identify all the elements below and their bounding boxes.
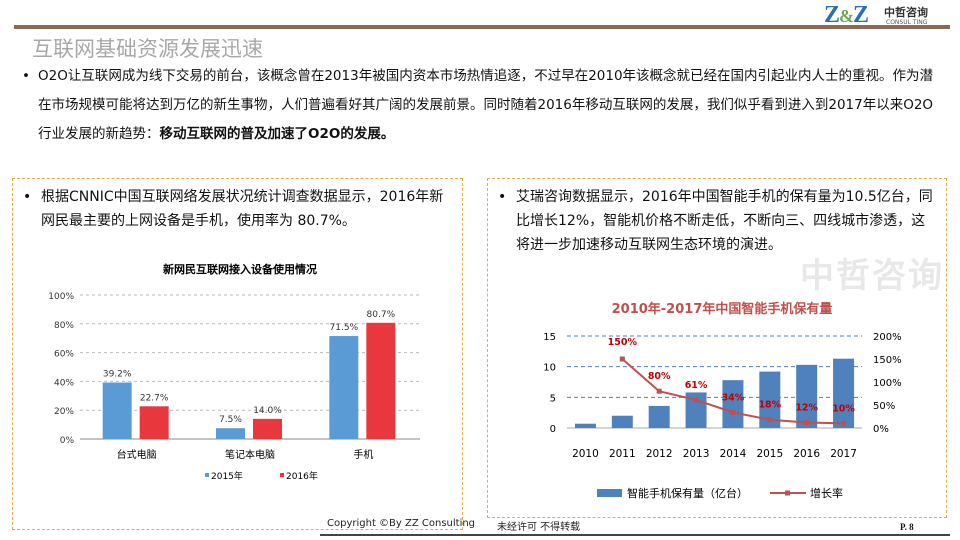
line-marker xyxy=(730,409,736,415)
line-marker xyxy=(804,419,810,425)
line-data-label: 150% xyxy=(608,337,638,348)
y-left-tick: 10 xyxy=(543,363,556,374)
bar xyxy=(329,336,359,439)
line-data-label: 61% xyxy=(685,380,708,391)
x-tick-label: 手机 xyxy=(353,448,373,461)
slide-title: 互联网基础资源发展迅速 xyxy=(32,37,263,61)
data-label: 80.7% xyxy=(367,310,396,320)
bullet-icon: • xyxy=(498,189,507,205)
data-label: 14.0% xyxy=(253,406,282,416)
legend-label: 智能手机保有量（亿台） xyxy=(627,486,748,500)
left-panel: • 根据CNNIC中国互联网络发展状况统计调查数据显示，2016年新网民最主要的… xyxy=(12,178,463,530)
footer-note: 未经许可 不得转载 xyxy=(497,522,581,533)
data-label: 7.5% xyxy=(219,415,242,425)
data-label: 39.2% xyxy=(103,370,132,380)
legend-swatch xyxy=(597,489,622,497)
bar xyxy=(102,382,132,439)
right-bullet-text: 艾瑞咨询数据显示，2016年中国智能手机的保有量为10.5亿台，同比增长12%，… xyxy=(516,189,933,253)
bar xyxy=(216,428,245,439)
legend-label: 2016年 xyxy=(286,470,318,482)
intro-bold: 移动互联网的普及加速了O2O的发展。 xyxy=(159,126,395,142)
x-tick-label: 2016 xyxy=(793,448,820,460)
footer-divider xyxy=(320,534,950,536)
x-tick-label: 笔记本电脑 xyxy=(225,448,275,461)
header-divider xyxy=(14,25,950,29)
data-label: 71.5% xyxy=(330,323,359,333)
x-tick-label: 2017 xyxy=(830,448,857,460)
line-data-label: 34% xyxy=(722,392,745,403)
chart2-title: 2010年-2017年中国智能手机保有量 xyxy=(612,301,833,317)
legend-label: 增长率 xyxy=(810,486,843,500)
x-tick-label: 2012 xyxy=(646,448,673,460)
bar xyxy=(722,380,744,428)
x-tick-label: 2014 xyxy=(720,448,747,460)
legend-marker xyxy=(785,490,790,496)
bullet-icon: • xyxy=(22,68,30,84)
line-marker xyxy=(767,417,773,423)
y-left-tick: 5 xyxy=(550,393,556,404)
line-data-label: 80% xyxy=(648,371,671,382)
x-tick-label: 2013 xyxy=(683,448,710,460)
legend-swatch xyxy=(205,473,209,477)
bullet-icon: • xyxy=(23,189,32,205)
line-data-label: 18% xyxy=(758,400,781,411)
y-tick-label: 100% xyxy=(48,292,74,302)
footer-copyright: Copyright ©By ZZ Consulting xyxy=(327,518,476,529)
bar xyxy=(759,371,781,428)
data-label: 22.7% xyxy=(140,393,169,403)
line-marker xyxy=(656,388,662,394)
x-tick-label: 2015 xyxy=(756,448,783,460)
left-bullet: • 根据CNNIC中国互联网络发展状况统计调查数据显示，2016年新网民最主要的… xyxy=(19,185,449,233)
line-data-label: 10% xyxy=(832,403,855,414)
y-tick-label: 0% xyxy=(60,436,75,446)
x-tick-label: 2010 xyxy=(572,448,599,460)
y-right-tick: 0% xyxy=(873,424,889,435)
intro-paragraph: • O2O让互联网成为线下交易的前台，该概念曾在2013年被国内资本市场热情追逐… xyxy=(22,62,942,149)
bar xyxy=(253,418,282,439)
logo-cn: 中哲咨询 xyxy=(884,6,928,19)
bar xyxy=(574,423,596,428)
bar xyxy=(833,358,855,428)
left-bullet-text: 根据CNNIC中国互联网络发展状况统计调查数据显示，2016年新网民最主要的上网… xyxy=(41,189,444,229)
bar xyxy=(611,415,633,428)
y-left-tick: 15 xyxy=(543,332,556,343)
chart1-title: 新网民互联网接入设备使用情况 xyxy=(163,262,317,276)
right-panel: • 艾瑞咨询数据显示，2016年中国智能手机的保有量为10.5亿台，同比增长12… xyxy=(487,178,947,518)
y-tick-label: 60% xyxy=(54,350,74,360)
bar xyxy=(796,364,818,428)
y-left-tick: 0 xyxy=(550,424,556,435)
logo-mark: Z&Z xyxy=(824,2,869,28)
right-bullet: • 艾瑞咨询数据显示，2016年中国智能手机的保有量为10.5亿台，同比增长12… xyxy=(494,185,934,257)
y-right-tick: 150% xyxy=(873,355,902,366)
y-right-tick: 200% xyxy=(873,332,902,343)
legend-label: 2015年 xyxy=(211,470,243,482)
bar xyxy=(366,322,396,439)
watermark: 中哲咨询 xyxy=(800,256,944,296)
intro-text: O2O让互联网成为线下交易的前台，该概念曾在2013年被国内资本市场热情追逐，不… xyxy=(38,68,934,142)
page-number: P. 8 xyxy=(900,522,914,532)
x-tick-label: 台式电脑 xyxy=(117,448,157,461)
y-tick-label: 20% xyxy=(54,407,74,417)
y-right-tick: 50% xyxy=(873,401,895,412)
y-right-tick: 100% xyxy=(873,378,902,389)
bar xyxy=(139,406,169,439)
bar xyxy=(648,405,670,428)
y-tick-label: 40% xyxy=(54,378,74,388)
line-marker xyxy=(619,356,625,362)
legend-swatch xyxy=(280,473,284,477)
logo-en: CONSUL TING xyxy=(886,19,928,26)
y-tick-label: 80% xyxy=(54,321,74,331)
line-marker xyxy=(841,420,847,426)
line-marker xyxy=(693,397,699,403)
x-tick-label: 2011 xyxy=(609,448,636,460)
line-data-label: 12% xyxy=(795,402,818,413)
